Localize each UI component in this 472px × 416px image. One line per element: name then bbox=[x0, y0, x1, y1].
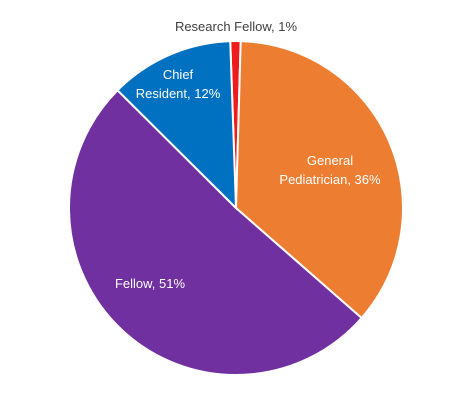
data-label-chief-resident: Chief Resident, 12% bbox=[136, 67, 221, 101]
data-label-general-pediatrician: General Pediatrician, 36% bbox=[279, 153, 381, 187]
data-label-fellow: Fellow, 51% bbox=[115, 276, 186, 291]
pie-slice-chief-resident bbox=[116, 40, 238, 211]
pie-slice-fellow bbox=[68, 88, 364, 376]
pie-labels: Research Fellow, 1% General Pediatrician, … bbox=[115, 19, 381, 291]
pie-slices bbox=[68, 40, 404, 376]
data-label-research-fellow: Research Fellow, 1% bbox=[175, 19, 298, 34]
pie-slice-general-pediatrician bbox=[234, 40, 404, 320]
